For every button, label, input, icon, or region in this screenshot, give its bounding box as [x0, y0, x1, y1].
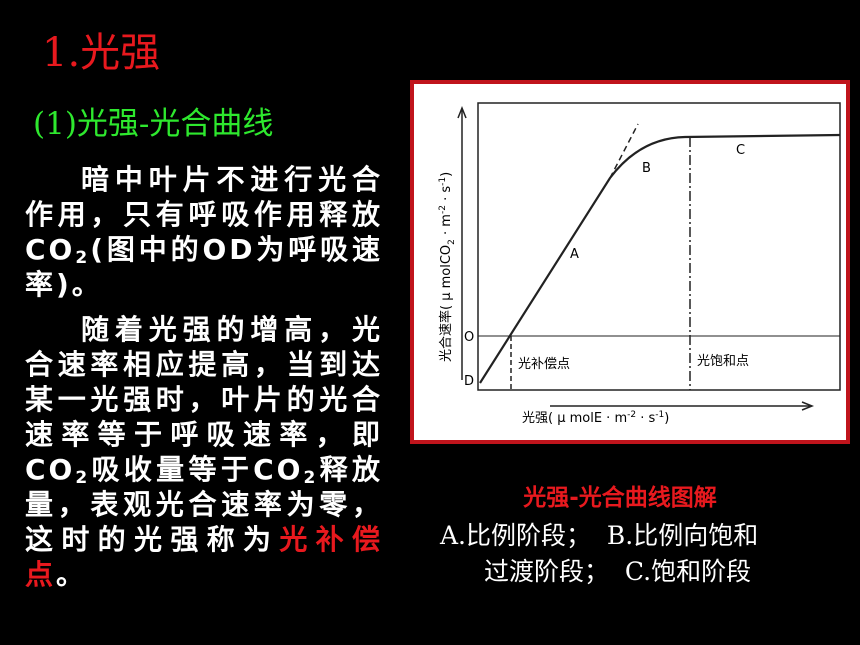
- highlight: 光补偿点: [25, 523, 383, 591]
- slide-subtitle: (1)光强-光合曲线: [33, 106, 274, 142]
- paragraph: 随着光强的增高，光合速率相应提高，当到达某一光强时，叶片的光合速率等于呼吸速率，…: [25, 312, 383, 592]
- label: C: [736, 143, 745, 158]
- text: (图中的OD为呼吸速率)。: [25, 233, 383, 301]
- y-axis-label: 光合速率( μ molCO2 · m-2 · s-1): [438, 172, 457, 362]
- subscript: 2: [75, 248, 91, 268]
- text: 。: [56, 558, 88, 591]
- sup: -1: [438, 177, 448, 186]
- label: 光饱和点: [697, 354, 749, 369]
- sup: -2: [438, 205, 448, 214]
- plot-frame: [477, 102, 841, 391]
- text: 暗中叶片不进行光合作用，只有呼吸作用释放CO: [25, 163, 383, 266]
- caption-line: 过渡阶段； C.饱和阶段: [484, 557, 752, 586]
- arrow-head: [457, 105, 467, 119]
- caption-title: 光强-光合曲线图解: [523, 485, 717, 511]
- subscript: 2: [75, 468, 91, 488]
- figure-frame: [410, 80, 850, 444]
- text: ): [664, 411, 669, 426]
- label: D: [464, 374, 474, 389]
- label: O: [464, 330, 474, 345]
- x-axis-label: 光强( μ molE · m-2 · s-1): [522, 410, 669, 426]
- sup: -2: [627, 410, 636, 420]
- label: B: [642, 161, 651, 176]
- text: 随着光强的增高，光合速率相应提高，当到达某一光强时，叶片的光合速率等于呼吸速率，…: [25, 313, 383, 486]
- text: · s: [636, 411, 655, 426]
- text: · s: [439, 186, 454, 205]
- arrow-head: [801, 401, 815, 411]
- figure: B A C O D 光补偿点 光饱和点 光强( μ molE · m-2 · s…: [410, 80, 850, 444]
- caption-line: A.比例阶段； B.比例向饱和: [440, 521, 759, 550]
- paragraph: 暗中叶片不进行光合作用，只有呼吸作用释放CO2(图中的OD为呼吸速率)。: [25, 162, 383, 302]
- slide-title: 1.光强: [42, 30, 161, 76]
- sup: -1: [655, 410, 664, 420]
- text: 吸收量等于CO: [90, 453, 304, 486]
- extension: [609, 123, 639, 179]
- text: · m: [439, 214, 454, 239]
- text: ): [439, 172, 454, 177]
- text: 光合速率( μ molCO: [438, 245, 454, 362]
- label: A: [570, 247, 579, 262]
- text: 释放量，表观光合速率为零，这时的光强称为: [25, 453, 383, 556]
- label: 光补偿点: [518, 357, 570, 372]
- sub: 2: [447, 239, 457, 245]
- text: 光强( μ molE · m: [522, 411, 627, 426]
- subscript: 2: [303, 468, 319, 488]
